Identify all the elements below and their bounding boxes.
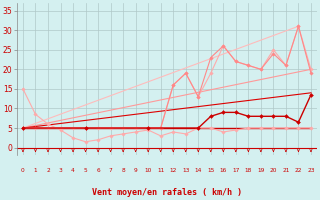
X-axis label: Vent moyen/en rafales ( km/h ): Vent moyen/en rafales ( km/h )	[92, 188, 242, 197]
